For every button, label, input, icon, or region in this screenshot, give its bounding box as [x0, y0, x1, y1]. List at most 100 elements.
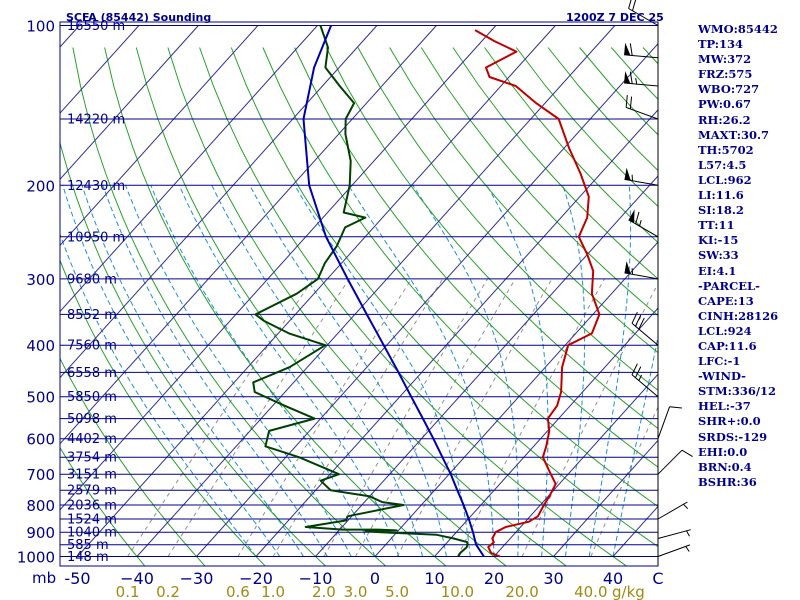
moist-adiabat-line	[125, 185, 352, 557]
dry-adiabat-line	[389, 47, 658, 354]
isobars	[60, 25, 658, 557]
wind-barb-half-flag	[686, 530, 690, 537]
wind-barb-flag	[635, 211, 640, 225]
height-label: 1524 m	[67, 513, 117, 528]
wind-barb-flag	[634, 366, 642, 378]
height-label: 4402 m	[67, 432, 117, 447]
mixing-ratio-label: 2.0	[312, 583, 336, 600]
pressure-axis-unit: mb	[32, 569, 56, 587]
wind-barb-half-flag	[685, 546, 690, 552]
index-item: L57:4.5	[698, 157, 747, 172]
mixing-ratio-line	[237, 278, 412, 557]
height-label: 7560 m	[67, 339, 117, 354]
wind-barb-flag	[669, 406, 682, 409]
isotherm-line	[60, 25, 259, 247]
index-item: LFC:-1	[698, 354, 741, 369]
isotherm-line	[434, 307, 658, 557]
index-item: BRN:0.4	[698, 459, 752, 474]
dry-adiabat-line	[60, 140, 327, 566]
dry-adiabat-line	[357, 47, 658, 391]
dry-adiabat-line	[60, 446, 146, 566]
index-item: -PARCEL-	[698, 278, 760, 293]
height-label: 8552 m	[67, 308, 117, 323]
index-item: EI:4.1	[698, 263, 737, 278]
index-item: PW:0.67	[698, 97, 752, 112]
dewpoint-profile	[252, 25, 469, 557]
temperature-tick-label: 10	[424, 569, 444, 588]
height-label: 2036 m	[67, 499, 117, 514]
pressure-tick-label: 700	[26, 466, 55, 484]
mixing-ratio-label: 20.0	[505, 583, 538, 600]
index-item: CAP:11.6	[698, 338, 757, 353]
wind-barb-pennant	[624, 71, 631, 84]
isotherm-line	[374, 241, 658, 557]
temperature-tick-label: −20	[239, 569, 273, 588]
mixing-ratio-lines	[127, 278, 658, 557]
moist-adiabat-line	[562, 185, 586, 557]
isotherms	[60, 25, 658, 557]
index-item: CAPE:13	[698, 293, 754, 308]
height-label: 3754 m	[67, 451, 117, 466]
wind-barb-flag	[629, 71, 633, 84]
sounding-profiles	[252, 25, 601, 558]
index-item: MAXT:30.7	[698, 127, 769, 142]
mixing-ratio-label: 10.0	[441, 583, 474, 600]
temperature-profile	[474, 29, 601, 558]
isotherm-line	[60, 25, 378, 379]
dry-adiabat-line	[230, 47, 658, 548]
height-label: 16550 m	[67, 19, 125, 34]
chart-title: SCFA (85442) Sounding	[66, 11, 211, 24]
wind-barb	[657, 406, 682, 439]
isotherm-line	[255, 109, 658, 557]
mixing-ratio-line	[323, 278, 489, 557]
index-item: LI:11.6	[698, 188, 744, 203]
index-item: TH:5702	[698, 142, 754, 157]
wind-barb-flag	[629, 43, 633, 56]
pressure-tick-label: 100	[26, 18, 55, 36]
wind-barb-flag	[629, 96, 633, 109]
height-label: 2579 m	[67, 484, 117, 499]
wind-barb-staff	[657, 406, 671, 439]
pressure-tick-label: 500	[26, 389, 55, 407]
wind-barb	[657, 529, 691, 539]
height-label: 5850 m	[67, 390, 117, 405]
height-label: 3151 m	[67, 468, 117, 483]
temperature-tick-label: −30	[180, 569, 214, 588]
isotherm-line	[315, 175, 658, 557]
wind-barb-staff	[657, 501, 688, 520]
wind-barb-half-flag	[638, 374, 643, 381]
wind-barb	[657, 501, 689, 520]
wind-barb	[624, 167, 659, 186]
wind-barb-flag	[631, 363, 638, 376]
height-label: 148 m	[67, 550, 109, 565]
wind-barb	[631, 363, 659, 398]
height-label: 12430 m	[67, 179, 125, 194]
height-label: 6558 m	[67, 366, 117, 381]
isotherm-line	[60, 25, 437, 445]
temperature-tick-label: C	[652, 569, 663, 588]
index-item: MW:372	[698, 52, 752, 67]
wind-barb-flag	[625, 95, 628, 108]
wind-barb	[624, 42, 659, 59]
moist-adiabat-line	[612, 334, 658, 557]
dry-adiabat-line	[104, 47, 447, 566]
pressure-tick-label: 600	[26, 431, 55, 449]
isotherm-line	[493, 373, 658, 557]
wind-barb-staff	[624, 54, 659, 59]
dry-adiabat-line	[452, 47, 658, 280]
wind-barb-flag	[638, 317, 645, 330]
wind-barb-staff	[628, 8, 659, 26]
temperature-tick-label: 30	[543, 569, 563, 588]
moist-adiabat-line	[412, 185, 519, 557]
index-item: SI:18.2	[698, 203, 744, 218]
wind-barb-flag	[632, 0, 637, 11]
wind-barb-pennant	[624, 42, 631, 56]
wind-barb-half-flag	[639, 220, 642, 227]
index-item: STM:336/12	[698, 384, 777, 399]
isotherm-line	[60, 25, 497, 511]
wind-barb-flag	[634, 314, 642, 327]
index-item: SW:33	[698, 248, 739, 263]
index-item: WBO:727	[698, 82, 760, 97]
parcel-profile	[302, 25, 485, 558]
